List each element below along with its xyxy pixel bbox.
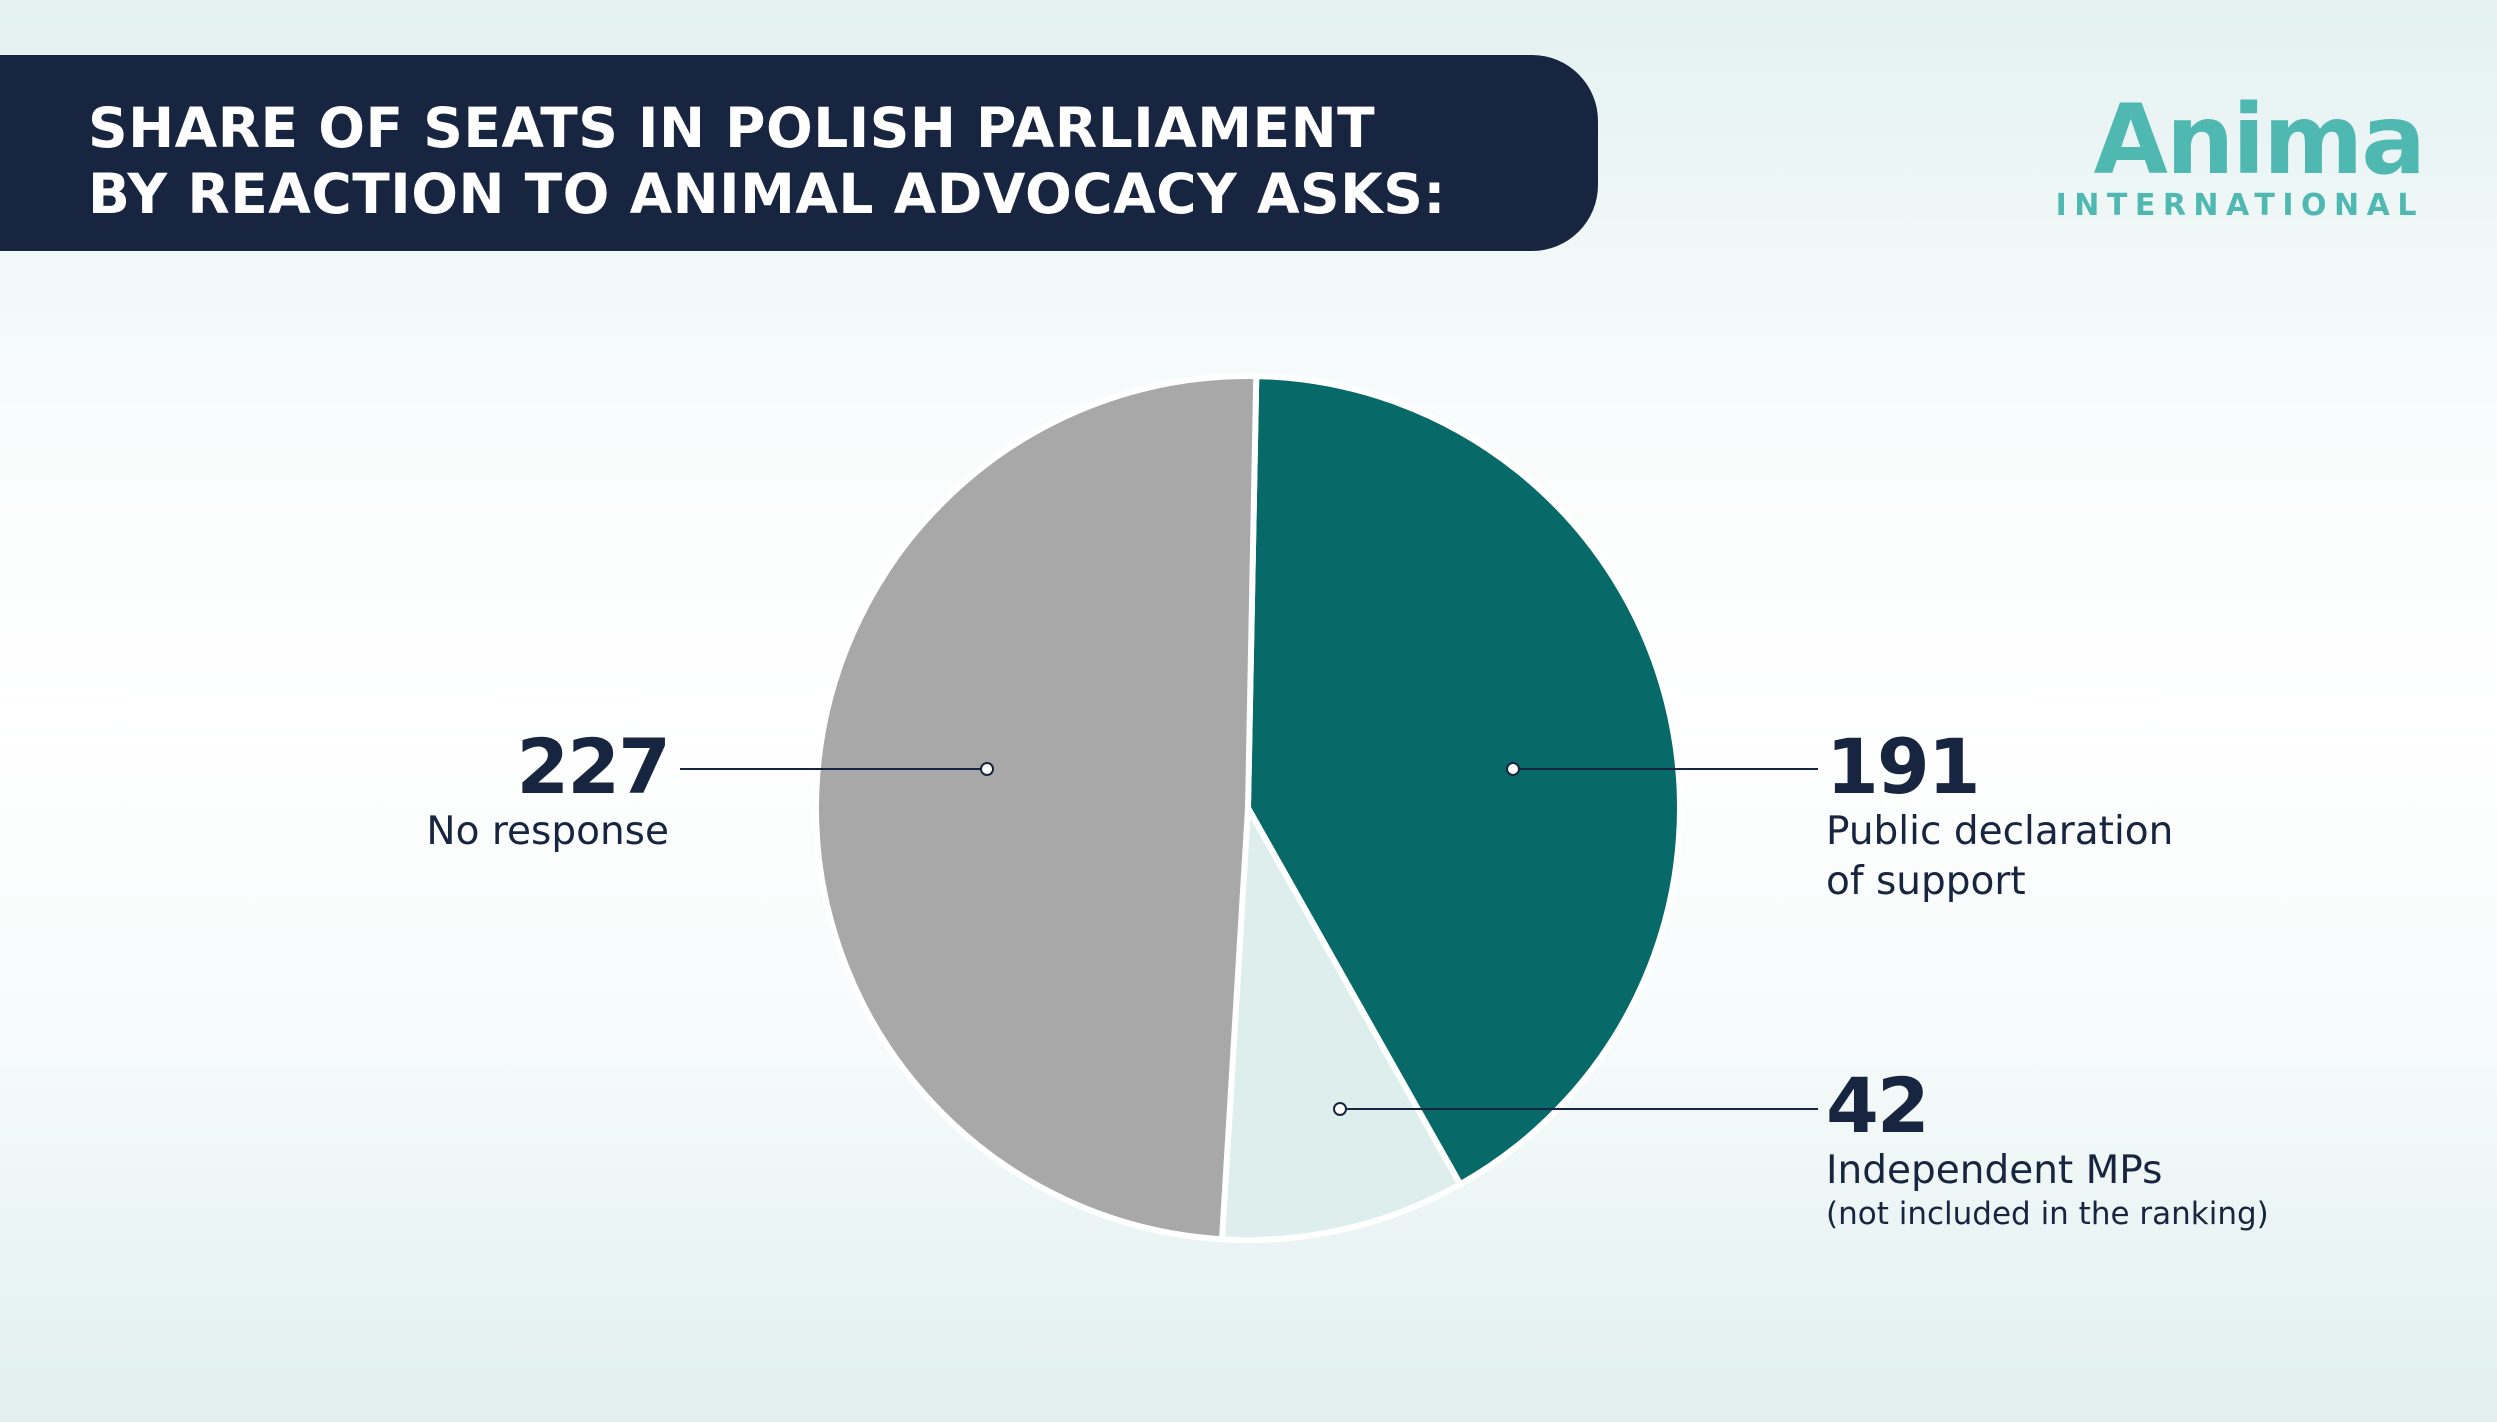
chart-title-line-2: BY REACTION TO ANIMAL ADVOCACY ASKS: [88,162,1446,226]
support-name-label-line-1: Public declaration [1826,809,2174,854]
pie-slice-no-response [812,373,1260,1243]
pie-slice-support [1245,373,1683,1188]
title-banner: SHARE OF SEATS IN POLISH PARLIAMENT BY R… [0,55,1598,251]
independent-value-label: 42 [1826,1061,1930,1150]
anima-international-logo: Anima INTERNATIONAL [2055,84,2426,223]
support-value-label: 191 [1826,722,1981,811]
label-independent: 42 Independent MPs (not included in the … [1826,1061,2269,1233]
logo-subtitle: INTERNATIONAL [2055,188,2424,223]
pie-slice-independent [1219,805,1464,1243]
chart-title-line-1: SHARE OF SEATS IN POLISH PARLIAMENT [88,96,1376,160]
independent-note-label: (not included in the ranking) [1826,1196,2269,1232]
no-response-name-label: No response [426,809,669,854]
label-no-response: 227 No response [426,722,671,857]
leader-dot-support [1506,762,1520,776]
support-name-label-line-2: of support [1826,859,2026,904]
no-response-value-label: 227 [516,722,671,811]
independent-name-label: Independent MPs [1826,1148,2163,1193]
leader-dot-independent [1333,1102,1347,1116]
logo-wordmark: Anima [2093,84,2426,196]
leader-dot-no-response [980,762,994,776]
label-support: 191 Public declaration of support [1826,727,2173,907]
